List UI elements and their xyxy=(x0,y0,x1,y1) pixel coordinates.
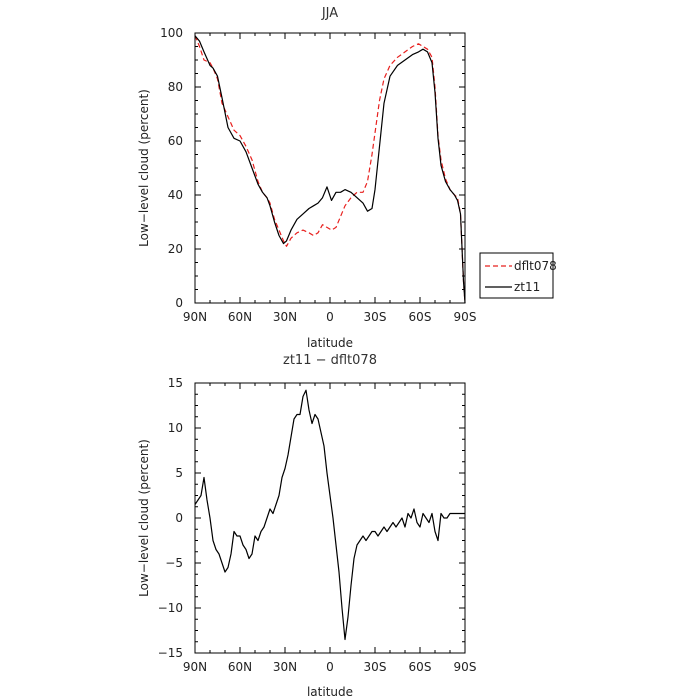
x-tick-label: 60N xyxy=(228,660,252,674)
top-chart-ylabel: Low−level cloud (percent) xyxy=(137,89,151,247)
y-tick-label: 5 xyxy=(175,466,183,480)
y-tick-label: −10 xyxy=(158,601,183,615)
y-tick-label: 100 xyxy=(160,26,183,40)
x-tick-label: 30S xyxy=(364,310,387,324)
bottom-chart: zt11 − dflt078 Low−level cloud (percent)… xyxy=(137,353,476,699)
series-line-zt11 xyxy=(194,35,466,304)
y-tick-label: 60 xyxy=(168,134,183,148)
x-tick-label: 0 xyxy=(326,660,334,674)
bottom-chart-frame xyxy=(194,382,466,654)
x-tick-label: 60N xyxy=(228,310,252,324)
legend-box xyxy=(479,252,554,299)
bottom-chart-title: zt11 − dflt078 xyxy=(283,353,377,368)
y-tick-label: 80 xyxy=(168,80,183,94)
top-chart-ticks: 90N 60N 30N 0 30S 60S 90S 0 20 40 60 80 100 xyxy=(160,26,476,324)
top-chart-title: JJA xyxy=(321,6,338,21)
series-line-dflt078 xyxy=(194,35,466,304)
x-tick-label: 90S xyxy=(454,310,477,324)
top-chart-xlabel: latitude xyxy=(307,336,353,350)
bottom-chart-lines xyxy=(194,389,465,641)
y-tick-label: 10 xyxy=(168,421,183,435)
top-chart-lines xyxy=(194,35,466,304)
x-tick-label: 30N xyxy=(273,310,297,324)
x-tick-label: 0 xyxy=(326,310,334,324)
x-tick-label: 90S xyxy=(454,660,477,674)
legend-label-zt11: zt11 xyxy=(514,280,540,294)
y-tick-label: 0 xyxy=(175,511,183,525)
x-tick-label: 90N xyxy=(183,310,207,324)
series-line-series-0 xyxy=(194,389,465,641)
top-chart: JJA Low−level cloud (percent) latitude 9… xyxy=(137,6,557,350)
bottom-chart-ticks: 90N 60N 30N 0 30S 60S 90S −15 −10 −5 0 5 10 15 xyxy=(158,376,477,674)
top-chart-legend: dflt078 zt11 xyxy=(479,252,557,299)
y-tick-label: 40 xyxy=(168,188,183,202)
y-tick-label: 15 xyxy=(168,376,183,390)
bottom-chart-ylabel: Low−level cloud (percent) xyxy=(137,439,151,597)
legend-label-dflt078: dflt078 xyxy=(514,259,557,273)
y-tick-label: 0 xyxy=(175,296,183,310)
x-tick-label: 60S xyxy=(409,660,432,674)
y-tick-label: −5 xyxy=(165,556,183,570)
top-chart-frame xyxy=(194,32,466,304)
x-tick-label: 60S xyxy=(409,310,432,324)
x-tick-label: 30S xyxy=(364,660,387,674)
x-tick-label: 30N xyxy=(273,660,297,674)
bottom-chart-xlabel: latitude xyxy=(307,685,353,699)
x-tick-label: 90N xyxy=(183,660,207,674)
y-tick-label: 20 xyxy=(168,242,183,256)
y-tick-label: −15 xyxy=(158,646,183,660)
